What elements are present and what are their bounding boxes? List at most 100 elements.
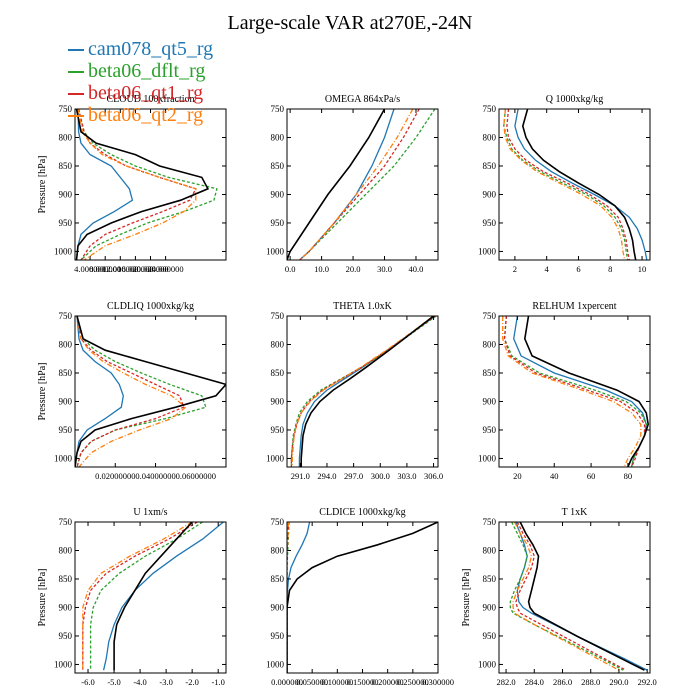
panel-title: Q 1000xkg/kg xyxy=(546,94,604,105)
y-tick-label: 1000 xyxy=(266,246,285,256)
x-tick-label: 292.0 xyxy=(638,677,657,687)
panel-5: 750 800 850 900 950 1000 20 40 60 80 RELHUM 1xperc… xyxy=(478,301,651,481)
legend: cam078_qt5_rg beta06_dflt_rg beta06_qt1_rg… xyxy=(68,38,213,126)
legend-entry: cam078_qt5_rg xyxy=(68,38,213,60)
x-tick-label: 8.000000 xyxy=(89,264,121,274)
x-tick-label: 0.250000 xyxy=(397,677,429,687)
y-tick-label: 850 xyxy=(483,161,497,171)
y-tick-label: 1000 xyxy=(266,659,285,669)
plot-frame xyxy=(498,315,651,468)
panel-8: 750 800 850 900 950 1000 282.0 284.0 286.0 288.0 2… xyxy=(461,507,657,687)
plot-frame xyxy=(498,521,651,674)
series-line-3 xyxy=(82,522,193,671)
y-tick-label: 800 xyxy=(271,132,285,142)
x-tick-label: 0.06000000 xyxy=(176,471,216,481)
y-tick-label: 900 xyxy=(59,189,73,199)
series-line-3 xyxy=(502,316,642,467)
x-tick-label: 306.0 xyxy=(424,471,443,481)
plot-frame xyxy=(286,521,439,674)
series-line-2 xyxy=(515,522,627,671)
y-tick-label: 1000 xyxy=(478,246,497,256)
series-line-0 xyxy=(75,316,124,467)
panel-title: U 1xm/s xyxy=(133,507,167,518)
y-tick-label: 800 xyxy=(59,545,73,555)
x-tick-label: 4.000000 xyxy=(74,264,106,274)
y-tick-label: 850 xyxy=(483,574,497,584)
x-tick-label: 0.100000 xyxy=(321,677,353,687)
series-line-2 xyxy=(82,522,198,671)
y-axis-label: Pressure [hPa] xyxy=(461,568,472,626)
y-tick-label: 750 xyxy=(59,517,73,527)
x-tick-label: 8 xyxy=(608,264,612,274)
y-tick-label: 750 xyxy=(483,104,497,114)
legend-label: beta06_qt2_rg xyxy=(88,104,204,126)
x-tick-label: 24.000000 xyxy=(148,264,184,274)
series-line-3 xyxy=(512,522,620,671)
x-tick-label: 0.050000 xyxy=(296,677,328,687)
series-line-4 xyxy=(287,522,438,673)
y-tick-label: 750 xyxy=(483,517,497,527)
y-tick-label: 1000 xyxy=(54,246,73,256)
x-tick-label: 10.0 xyxy=(314,264,329,274)
y-tick-label: 750 xyxy=(271,517,285,527)
panel-0: 750 800 850 900 950 10004.0000008.00000012.00… xyxy=(37,94,227,274)
legend-label: beta06_dflt_rg xyxy=(88,60,206,82)
y-tick-label: 1000 xyxy=(478,453,497,463)
x-tick-label: -3.0 xyxy=(159,677,172,687)
series-line-3 xyxy=(77,109,197,260)
y-tick-label: 900 xyxy=(59,396,73,406)
x-tick-label: -2.0 xyxy=(185,677,198,687)
x-tick-label: 0.0 xyxy=(285,264,296,274)
series-line-1 xyxy=(503,316,647,467)
panel-title: CLDLIQ 1000xkg/kg xyxy=(107,301,194,312)
x-tick-label: 40 xyxy=(550,471,559,481)
panel-title: CLDICE 1000xkg/kg xyxy=(319,507,405,518)
x-tick-label: 12.000000 xyxy=(102,264,138,274)
series-line-2 xyxy=(290,316,436,467)
x-tick-label: -6.0 xyxy=(81,677,94,687)
plot-frame xyxy=(74,315,227,468)
legend-entry: beta06_qt1_rg xyxy=(68,82,213,104)
x-tick-label: 40.0 xyxy=(409,264,424,274)
x-tick-label: 0.200000 xyxy=(372,677,404,687)
y-tick-label: 800 xyxy=(271,339,285,349)
x-tick-label: 288.0 xyxy=(581,677,600,687)
series-line-3 xyxy=(291,316,434,467)
plot-frame xyxy=(498,108,651,261)
x-tick-label: 282.0 xyxy=(496,677,515,687)
series-line-1 xyxy=(76,316,207,467)
x-tick-label: 286.0 xyxy=(553,677,572,687)
x-tick-label: 80 xyxy=(624,471,633,481)
legend-swatch xyxy=(68,71,84,74)
x-tick-label: 20.0 xyxy=(346,264,361,274)
series-line-4 xyxy=(519,522,645,671)
series-line-1 xyxy=(509,522,624,671)
y-axis-label: Pressure [hPa] xyxy=(37,568,48,626)
y-tick-label: 750 xyxy=(483,311,497,321)
y-tick-label: 900 xyxy=(59,602,73,612)
y-tick-label: 1000 xyxy=(54,659,73,669)
legend-entry: beta06_qt2_rg xyxy=(68,104,213,126)
x-tick-label: 0.150000 xyxy=(347,677,379,687)
y-tick-label: 950 xyxy=(483,218,497,228)
legend-entry: beta06_dflt_rg xyxy=(68,60,213,82)
y-axis-label: Pressure [hPa] xyxy=(37,155,48,213)
x-tick-label: -4.0 xyxy=(133,677,146,687)
x-tick-label: 2 xyxy=(513,264,517,274)
y-tick-label: 1000 xyxy=(266,453,285,463)
plot-frame xyxy=(286,315,439,468)
series-line-0 xyxy=(298,316,436,467)
x-tick-label: 300.0 xyxy=(371,471,390,481)
y-tick-label: 800 xyxy=(483,339,497,349)
panel-title: THETA 1.0xK xyxy=(333,301,392,312)
series-line-2 xyxy=(77,109,197,260)
series-line-4 xyxy=(521,109,637,260)
x-tick-label: 16.000000 xyxy=(117,264,153,274)
series-line-2 xyxy=(506,109,630,260)
y-tick-label: 950 xyxy=(483,425,497,435)
panel-title: OMEGA 864xPa/s xyxy=(325,94,400,105)
series-line-0 xyxy=(513,316,647,467)
panel-3: 750 800 850 900 950 1000 0.02000000 0.04000000 0… xyxy=(37,301,227,481)
series-line-3 xyxy=(299,109,414,260)
y-tick-label: 850 xyxy=(271,161,285,171)
